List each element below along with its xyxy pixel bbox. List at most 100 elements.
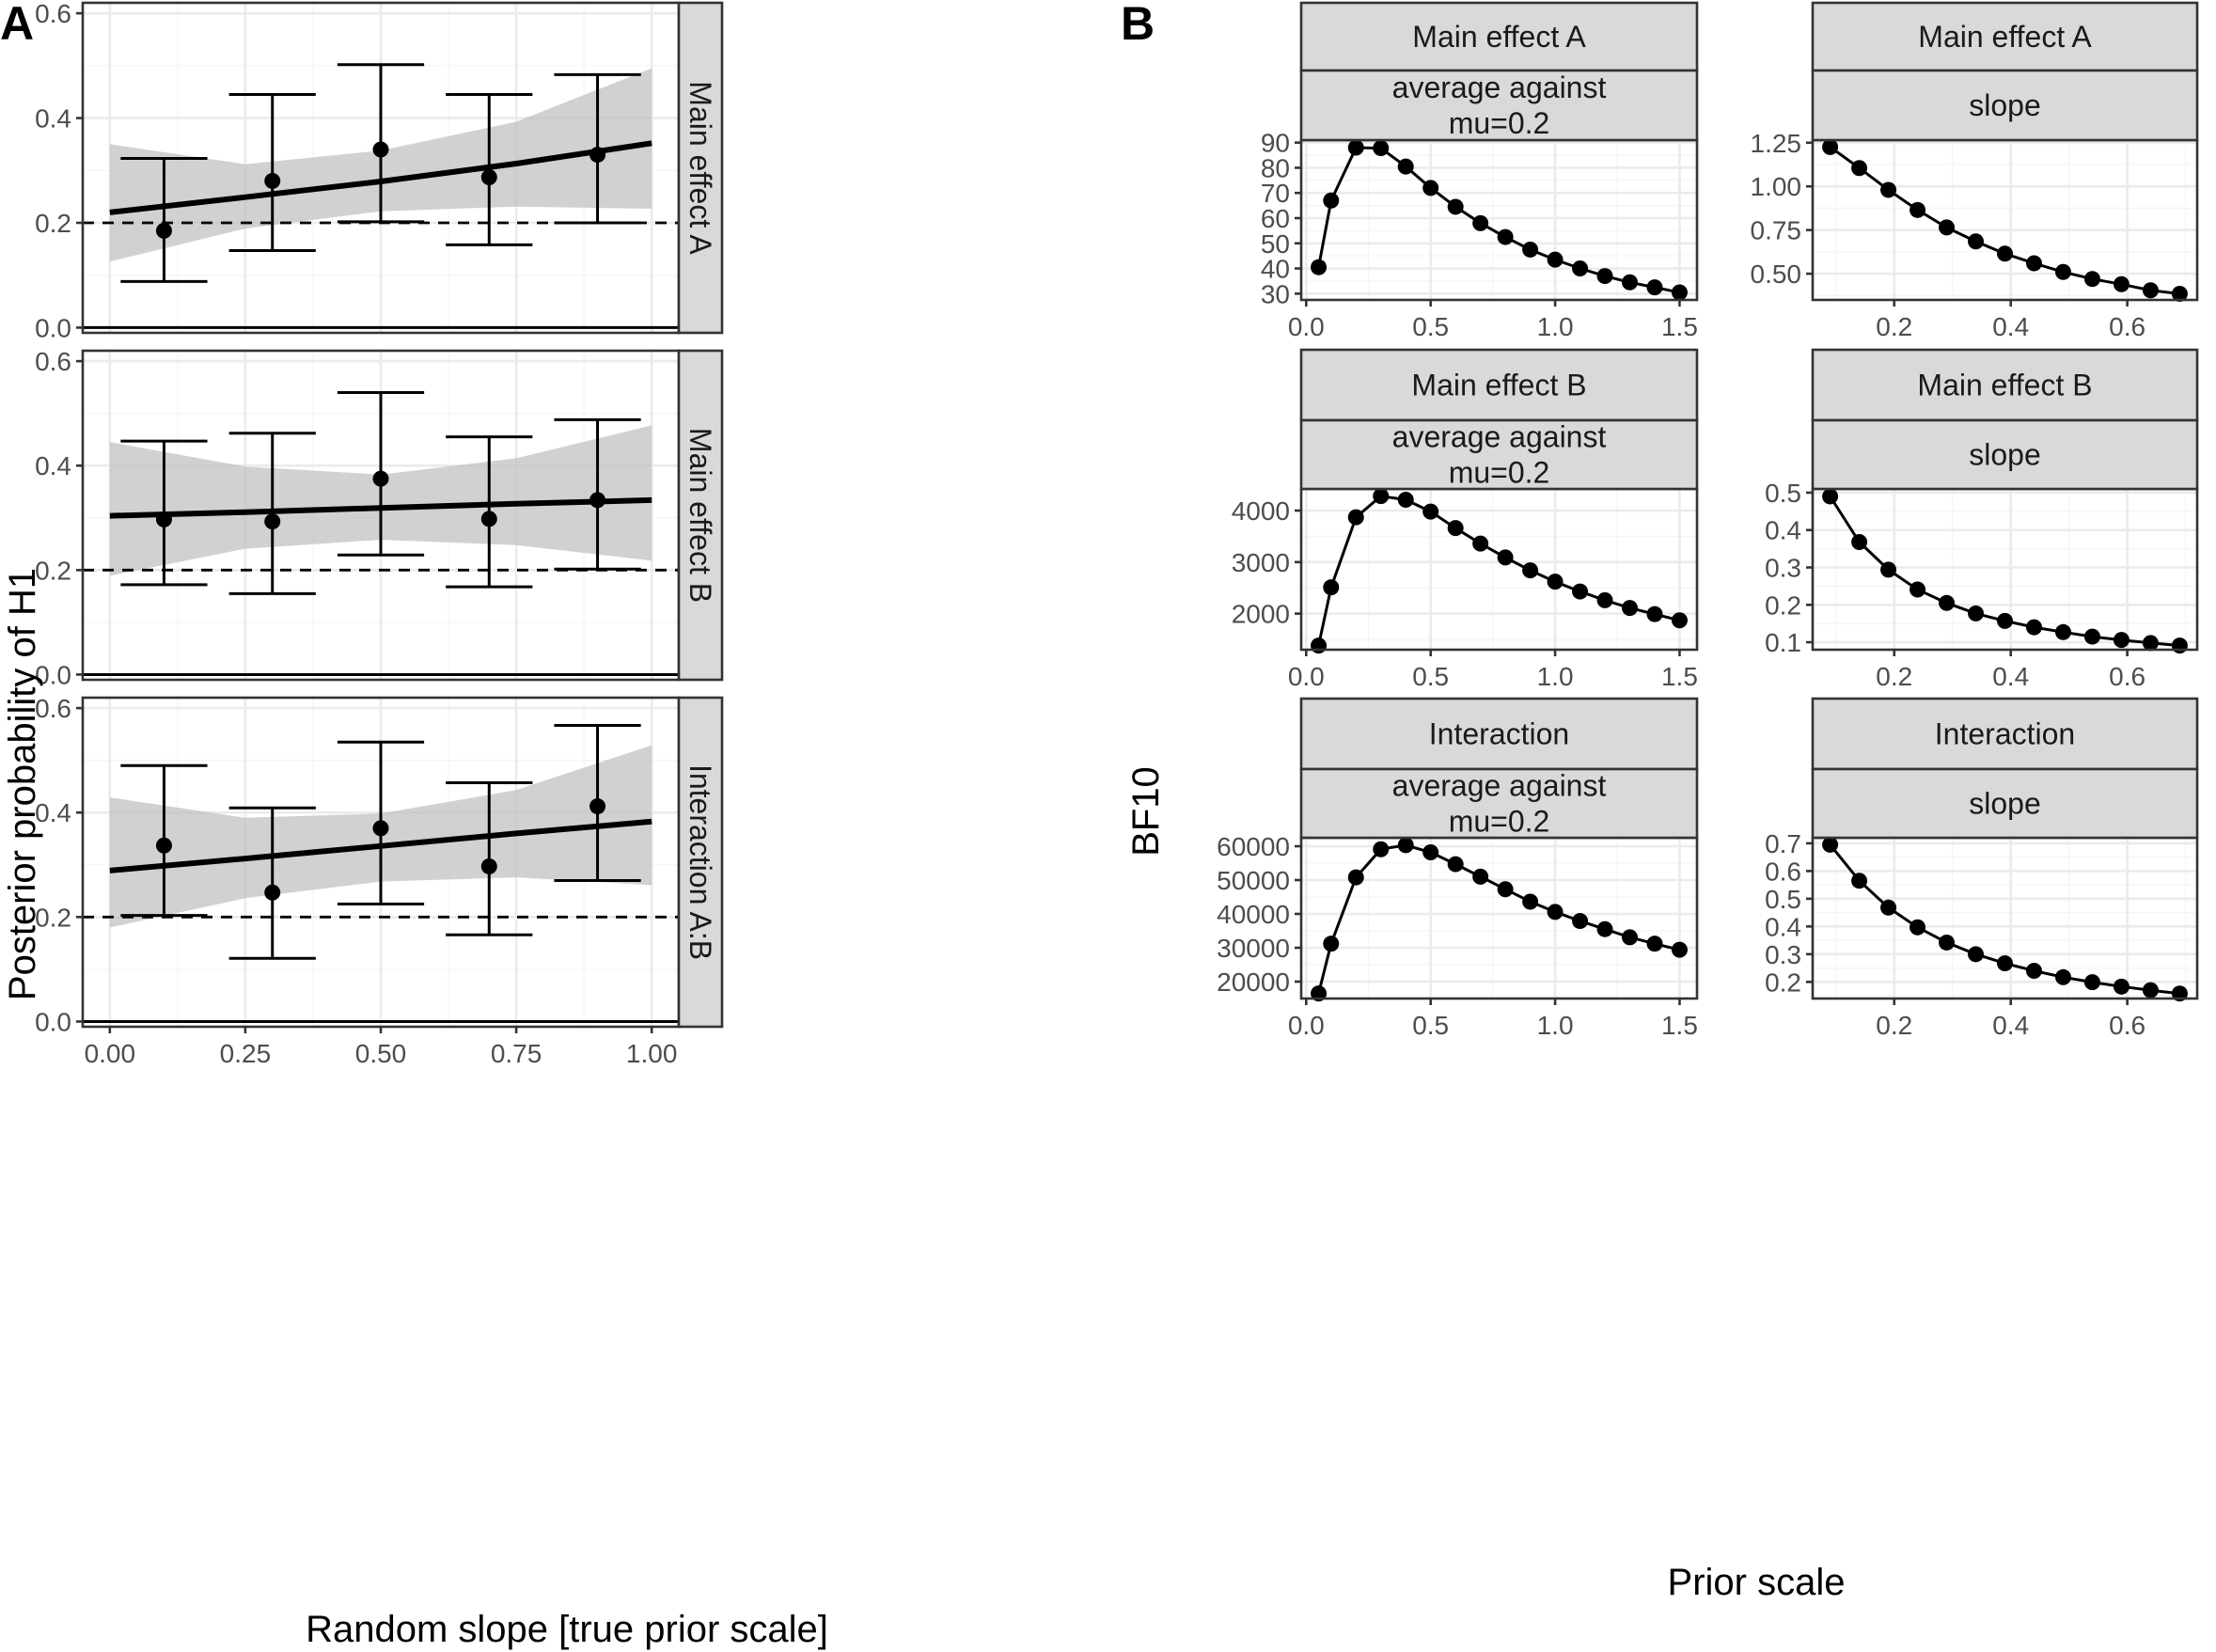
data-point — [1880, 181, 1897, 198]
data-point — [1397, 158, 1414, 175]
y-tick-label: 1.25 — [1751, 129, 1802, 158]
data-point — [155, 222, 172, 239]
data-point — [1323, 579, 1340, 596]
data-point — [2113, 978, 2130, 995]
chart-b-y-axis-title: BF10 — [1125, 766, 1167, 857]
facet-a-2: Main effect B 0.0 0.2 0.4 0.6 — [35, 347, 724, 689]
data-point — [155, 511, 172, 527]
data-point — [264, 172, 281, 189]
data-point — [1347, 869, 1364, 886]
y-tick-label: 0.75 — [1751, 216, 1802, 245]
y-tick-label: 50 — [1261, 229, 1290, 259]
error-bar — [228, 93, 316, 253]
data-point — [2113, 632, 2130, 649]
data-point — [1472, 214, 1489, 231]
series-line — [1317, 495, 1680, 646]
facet-strip-bottom — [1299, 418, 1699, 491]
x-tick-label: 0.00 — [85, 1039, 136, 1068]
y-tick-label: 0.50 — [1751, 260, 1802, 289]
facet-strip-top-label: Main effect B — [1917, 369, 2092, 402]
x-tick-label: 0.2 — [1876, 662, 1912, 691]
facet-strip-bottom-label: average against — [1392, 71, 1607, 104]
data-point — [1997, 612, 2013, 629]
y-tick-label: 50000 — [1217, 866, 1290, 895]
y-tick-label: 0.1 — [1765, 628, 1801, 657]
y-tick-label: 0.6 — [1765, 857, 1801, 886]
y-tick-label: 70 — [1261, 179, 1290, 208]
y-tick-label: 0.3 — [1765, 940, 1801, 969]
x-tick-label: 1.5 — [1661, 662, 1698, 691]
y-tick-label: 2000 — [1232, 600, 1290, 629]
panel-background — [1813, 838, 2197, 999]
data-point — [2113, 275, 2130, 292]
y-tick-label: 0.2 — [35, 209, 71, 238]
data-point — [589, 798, 606, 815]
y-tick-label: 4000 — [1232, 496, 1290, 526]
x-tick-label: 0.6 — [2109, 312, 2145, 341]
data-point — [1910, 581, 1926, 598]
facet-strip-bottom-label: mu=0.2 — [1449, 805, 1550, 839]
x-tick-label: 0.5 — [1412, 662, 1449, 691]
facet-strip-bottom — [1811, 69, 2199, 142]
data-point — [1397, 492, 1414, 509]
facet-strip-bottom-label: mu=0.2 — [1449, 106, 1550, 140]
y-tick-label: 0.2 — [1765, 590, 1801, 620]
chart-b-x-axis-title: Prior scale — [1668, 1562, 1846, 1603]
facet-strip-top-label: Interaction — [1935, 717, 2075, 751]
data-point — [1910, 919, 1926, 936]
data-point — [2083, 974, 2100, 991]
data-point — [1880, 561, 1897, 578]
data-point — [1968, 946, 1985, 963]
panel-background — [1301, 489, 1697, 650]
y-tick-label: 0.4 — [35, 104, 71, 134]
data-point — [2054, 968, 2071, 985]
data-point — [480, 169, 497, 186]
data-point — [2142, 635, 2159, 652]
data-point — [1939, 219, 1956, 236]
panel-background — [1301, 140, 1697, 300]
panel-letter-b: B — [1121, 0, 1155, 50]
data-point — [372, 470, 389, 487]
data-point — [1572, 583, 1589, 600]
y-tick-label: 60000 — [1217, 832, 1290, 861]
data-point — [1422, 843, 1439, 860]
facet-strip-bottom-label: slope — [1969, 438, 2041, 472]
data-point — [1572, 913, 1589, 930]
x-tick-label: 0.6 — [2109, 1011, 2145, 1040]
facet-b-2: Main effect A slope 0.50 0.75 1.00 1.25 0.2 0.4… — [1751, 1, 2199, 341]
data-point — [1522, 893, 1539, 910]
data-point — [1323, 936, 1340, 952]
y-tick-label: 0.6 — [35, 347, 71, 376]
data-point — [1311, 637, 1328, 654]
data-point — [1397, 837, 1414, 854]
x-tick-label: 0.2 — [1876, 312, 1912, 341]
y-tick-label: 0.4 — [1765, 516, 1801, 545]
y-tick-label: 1.00 — [1751, 172, 1802, 201]
y-tick-label: 0.0 — [35, 1007, 71, 1036]
y-tick-label: 0.4 — [35, 451, 71, 480]
data-point — [1822, 488, 1839, 505]
data-point — [2171, 637, 2188, 654]
y-tick-label: 0.4 — [1765, 912, 1801, 941]
data-point — [1822, 836, 1839, 853]
facet-strip-top — [1811, 697, 2199, 771]
y-tick-label: 80 — [1261, 153, 1290, 182]
data-point — [2054, 623, 2071, 640]
facet-strip-top — [1299, 348, 1699, 422]
y-tick-label: 0.5 — [1765, 885, 1801, 914]
data-point — [1311, 259, 1328, 275]
x-tick-label: 0.0 — [1288, 662, 1325, 691]
data-point — [2025, 619, 2042, 636]
data-point — [1373, 488, 1390, 505]
data-point — [589, 147, 606, 164]
data-point — [2142, 982, 2159, 999]
x-tick-label: 0.4 — [1992, 1011, 2029, 1040]
facet-a-1: Main effect A 0.0 0.2 0.4 0.6 — [35, 0, 724, 342]
facet-b-4: Main effect B slope 0.1 0.2 0.3 0.4 0.5 0.2 0.4 0… — [1765, 348, 2199, 691]
x-tick-label: 1.0 — [1537, 1011, 1574, 1040]
x-tick-label: 0.5 — [1412, 312, 1449, 341]
facet-a-3: Interaction A:B 0.0 0.2 0.4 0.6 0.00 0.25 0.50 0… — [35, 694, 724, 1068]
x-tick-label: 1.5 — [1661, 1011, 1698, 1040]
